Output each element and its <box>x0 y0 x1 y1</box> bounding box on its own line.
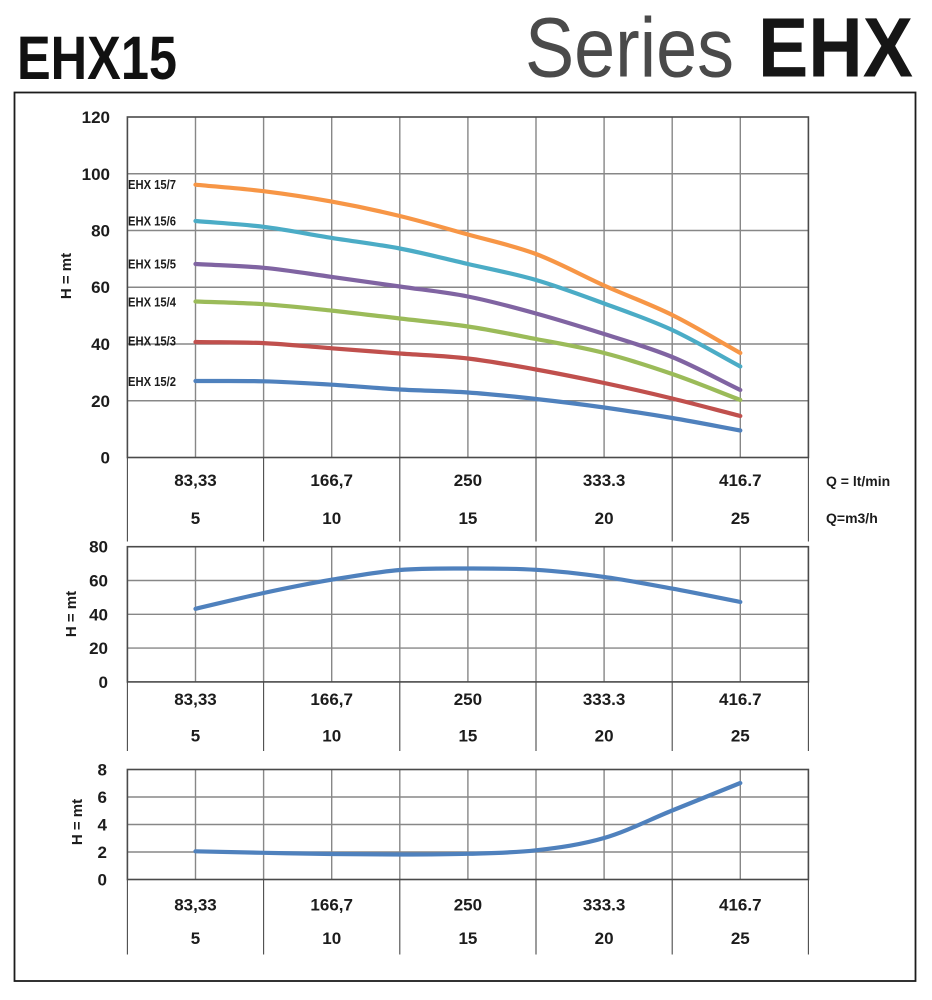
svg-text:8: 8 <box>98 761 107 780</box>
svg-text:Q = lt/min: Q = lt/min <box>826 473 890 489</box>
svg-text:40: 40 <box>91 335 110 354</box>
svg-text:60: 60 <box>91 278 110 297</box>
svg-text:83,33: 83,33 <box>174 471 217 490</box>
svg-text:20: 20 <box>595 929 614 948</box>
svg-text:83,33: 83,33 <box>174 896 217 915</box>
svg-text:H = mt: H = mt <box>69 799 86 845</box>
svg-text:15: 15 <box>458 727 477 746</box>
svg-text:20: 20 <box>595 727 614 746</box>
svg-text:0: 0 <box>99 673 108 692</box>
svg-text:416.7: 416.7 <box>719 896 762 915</box>
svg-text:333.3: 333.3 <box>583 896 626 915</box>
svg-text:15: 15 <box>458 509 477 528</box>
svg-text:4: 4 <box>98 816 108 835</box>
svg-text:EHX 15/3: EHX 15/3 <box>128 335 176 349</box>
svg-text:333.3: 333.3 <box>583 690 626 709</box>
svg-text:20: 20 <box>91 392 110 411</box>
svg-text:250: 250 <box>454 896 482 915</box>
svg-text:EHX 15/6: EHX 15/6 <box>128 215 176 229</box>
svg-text:10: 10 <box>322 509 341 528</box>
svg-text:20: 20 <box>89 639 108 658</box>
svg-text:EHX 15/4: EHX 15/4 <box>128 296 176 310</box>
svg-text:2: 2 <box>98 843 107 862</box>
svg-text:H = mt: H = mt <box>63 591 80 637</box>
svg-text:83,33: 83,33 <box>174 690 217 709</box>
svg-text:25: 25 <box>731 727 750 746</box>
svg-text:0: 0 <box>101 449 110 468</box>
svg-text:80: 80 <box>91 222 110 241</box>
svg-text:166,7: 166,7 <box>310 471 353 490</box>
svg-text:416.7: 416.7 <box>719 690 762 709</box>
svg-text:EHX15: EHX15 <box>17 24 177 92</box>
svg-text:166,7: 166,7 <box>310 896 353 915</box>
svg-text:5: 5 <box>191 727 200 746</box>
svg-text:H = mt: H = mt <box>58 253 75 299</box>
svg-text:40: 40 <box>89 605 108 624</box>
svg-text:5: 5 <box>191 509 200 528</box>
svg-text:60: 60 <box>89 572 108 591</box>
svg-text:6: 6 <box>98 788 107 807</box>
svg-text:15: 15 <box>458 929 477 948</box>
svg-text:EHX: EHX <box>758 1 913 95</box>
svg-text:5: 5 <box>191 929 200 948</box>
svg-text:250: 250 <box>454 690 482 709</box>
svg-text:166,7: 166,7 <box>310 690 353 709</box>
svg-text:100: 100 <box>82 165 110 184</box>
svg-text:Q=m3/h: Q=m3/h <box>826 510 878 526</box>
svg-text:EHX 15/2: EHX 15/2 <box>128 375 176 389</box>
svg-text:10: 10 <box>322 727 341 746</box>
svg-text:250: 250 <box>454 471 482 490</box>
svg-text:Series: Series <box>525 1 734 95</box>
svg-text:120: 120 <box>82 108 110 127</box>
svg-text:80: 80 <box>89 538 108 557</box>
svg-text:333.3: 333.3 <box>583 471 626 490</box>
svg-text:25: 25 <box>731 929 750 948</box>
svg-text:416.7: 416.7 <box>719 471 762 490</box>
svg-text:EHX 15/5: EHX 15/5 <box>128 258 176 272</box>
svg-text:10: 10 <box>322 929 341 948</box>
svg-text:0: 0 <box>98 871 107 890</box>
svg-text:25: 25 <box>731 509 750 528</box>
svg-text:EHX 15/7: EHX 15/7 <box>128 178 176 192</box>
svg-text:20: 20 <box>595 509 614 528</box>
